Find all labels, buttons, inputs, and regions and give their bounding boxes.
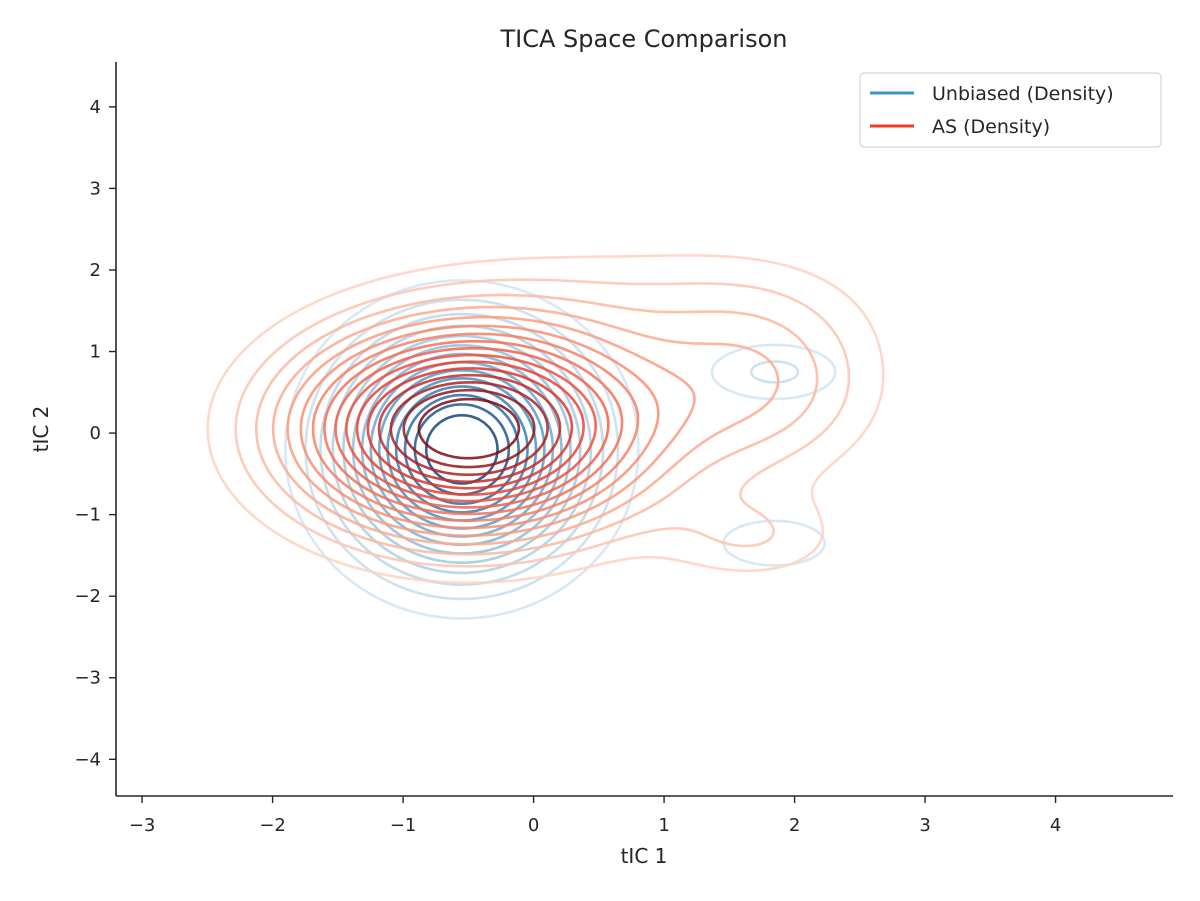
x-ticks: −3 −2 −1 0 1 2 3 4 [129, 796, 1061, 836]
contour-level-line [311, 332, 640, 522]
y-tick-label: −2 [74, 586, 101, 607]
x-tick-label: −2 [259, 815, 286, 836]
contour-level-line [389, 381, 549, 476]
contour-level-line [286, 315, 696, 537]
x-tick-label: −3 [129, 815, 156, 836]
contour-series-0 [284, 279, 837, 620]
contour-level-line [284, 279, 837, 620]
x-tick-label: 2 [789, 815, 800, 836]
y-tick-label: −4 [74, 749, 101, 770]
contour-level-line [334, 347, 610, 509]
x-tick-label: −1 [390, 815, 417, 836]
legend-label-as: AS (Density) [932, 116, 1050, 138]
y-ticks: −4 −3 −2 −1 0 1 2 3 4 [74, 97, 116, 770]
y-axis-label: tIC 2 [29, 406, 53, 453]
contour-level-line [206, 254, 885, 585]
y-tick-label: 2 [90, 260, 101, 281]
y-tick-label: 1 [90, 342, 101, 363]
contour-level-line [323, 340, 624, 516]
contour-level-line [402, 388, 536, 469]
contour-level-line [299, 324, 660, 530]
contour-level-line [345, 353, 597, 503]
y-tick-label: 0 [90, 423, 101, 444]
x-tick-label: 1 [658, 815, 669, 836]
y-tick-label: 3 [90, 178, 101, 199]
contour-level-line [355, 360, 585, 496]
contour-level-line [366, 367, 574, 490]
x-axis-label: tIC 1 [621, 844, 668, 868]
axes [115, 62, 1173, 797]
x-tick-label: 0 [528, 815, 539, 836]
legend: Unbiased (Density) AS (Density) [859, 72, 1162, 148]
contour-level-line [377, 373, 562, 483]
legend-frame [859, 72, 1162, 148]
y-tick-label: −3 [74, 668, 101, 689]
contour-level-line [234, 278, 851, 568]
legend-label-unbiased: Unbiased (Density) [932, 83, 1114, 105]
contour-level-line [271, 305, 780, 546]
chart-title: TICA Space Comparison [499, 25, 787, 53]
contour-level-line [417, 397, 521, 460]
x-tick-label: 3 [919, 815, 930, 836]
y-tick-label: 4 [90, 97, 101, 118]
y-tick-label: −1 [74, 505, 101, 526]
contour-series-1 [206, 254, 885, 585]
x-tick-label: 4 [1050, 815, 1061, 836]
contour-level-line [255, 293, 819, 556]
contour-plot-area [206, 254, 885, 620]
